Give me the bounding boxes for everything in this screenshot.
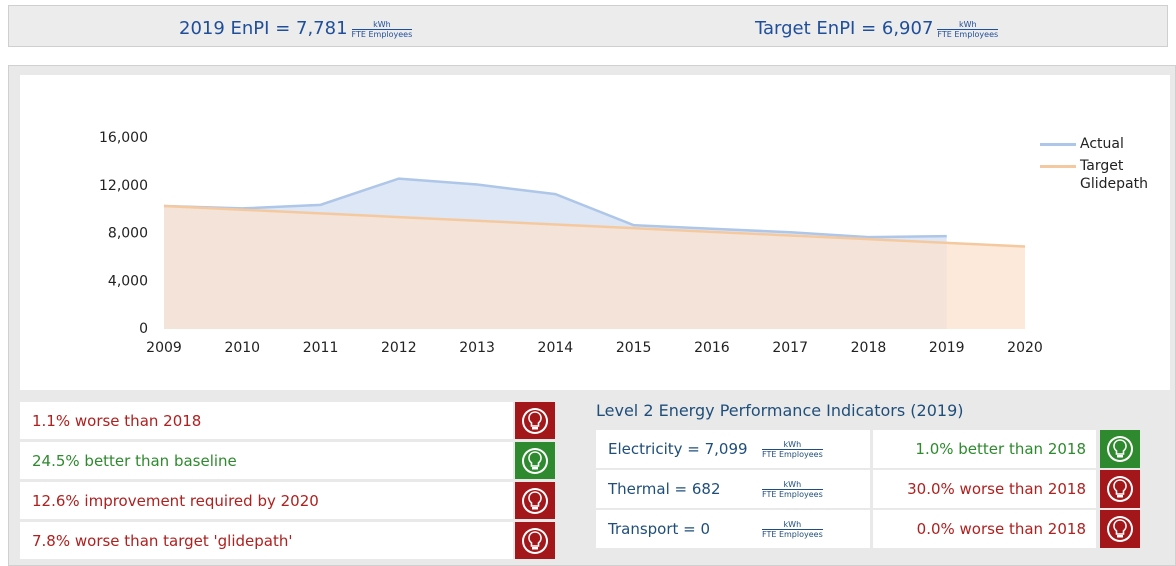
legend-entry: Target Glidepath [1040, 157, 1165, 193]
x-tick-label: 2012 [381, 340, 417, 356]
x-tick-label: 2015 [616, 340, 652, 356]
unit: kWh FTE Employees [762, 520, 823, 539]
kpi-icon [1100, 510, 1140, 548]
bulb-icon [522, 527, 548, 554]
bulb [1113, 479, 1127, 495]
bulb-base [532, 426, 538, 429]
bulb [528, 410, 542, 427]
bulb [1113, 439, 1127, 455]
unit-num: kWh [783, 439, 802, 449]
y-tick-label: 0 [139, 321, 148, 337]
x-tick-label: 2016 [694, 340, 730, 356]
chart: 0 4,000 8,000 12,000 16,000 2009 2010 2011 2012 2… [99, 130, 1043, 356]
unit-den: FTE Employees [351, 28, 413, 39]
unit-den: FTE Employees [937, 28, 999, 39]
kpi-icon [1100, 430, 1140, 468]
line [163, 177, 947, 239]
bulb-base [532, 506, 538, 509]
bulb-icon [1107, 516, 1133, 542]
unit: kWh FTE Employees [762, 480, 823, 499]
level2-title: Level 2 Energy Performance Indicators (2… [596, 401, 964, 420]
kpi-cell: Electricity = 7,099 kWh FTE Employees [596, 430, 870, 468]
indicator-row: 7.8% worse than target 'glidepath' [20, 522, 513, 559]
x-tick-label: 2013 [459, 340, 495, 356]
indicator-row: 1.1% worse than 2018 [20, 402, 513, 439]
legend-swatch [1040, 165, 1076, 168]
bulb-base [1117, 495, 1123, 498]
unit-den: FTE Employees [762, 488, 823, 499]
bulb-base [532, 466, 538, 469]
kpi-icon [1100, 470, 1140, 508]
bulb-base [1117, 535, 1123, 538]
y-tick-label: 4,000 [108, 273, 148, 289]
unit-den: FTE Employees [762, 528, 823, 539]
unit-num: kWh [783, 519, 802, 529]
legend: Actual Target Glidepath [1040, 135, 1165, 197]
kpi-cell: Thermal = 682 kWh FTE Employees [596, 470, 870, 508]
kpi-comparison: 30.0% worse than 2018 [873, 470, 1096, 508]
y-tick-label: 8,000 [108, 226, 148, 242]
enpi-target: Target EnPI = 6,907 kWh FTE Employees [755, 18, 999, 39]
x-tick-label: 2009 [146, 340, 182, 356]
indicator-row: 12.6% improvement required by 2020 [20, 482, 513, 519]
indicator-icon [515, 442, 555, 479]
bulb-icon [522, 407, 548, 434]
x-tick-label: 2010 [224, 340, 260, 356]
kpi-comparison: 0.0% worse than 2018 [873, 510, 1096, 548]
line [163, 204, 1026, 248]
legend-swatch [1040, 143, 1076, 146]
legend-label: Actual [1080, 136, 1124, 152]
unit-num: kWh [373, 19, 391, 29]
x-tick-label: 2017 [772, 340, 808, 356]
x-tick-label: 2014 [538, 340, 574, 356]
x-tick-label: 2019 [929, 340, 965, 356]
legend-entry: Actual [1040, 135, 1165, 153]
kpi-label: Transport = 0 [608, 520, 711, 538]
kpi-comparison: 1.0% better than 2018 [873, 430, 1096, 468]
chart-panel: 0 4,000 8,000 12,000 16,000 2009 2010 2011 2012 2… [20, 75, 1170, 390]
bulb [528, 450, 542, 467]
x-tick-label: 2018 [851, 340, 887, 356]
header-bar: 2019 EnPI = 7,781 kWh FTE Employees Target… [8, 5, 1168, 47]
bulb-icon [522, 447, 548, 474]
indicator-row: 24.5% better than baseline [20, 442, 513, 479]
indicator-icon [515, 482, 555, 519]
bulb-base [532, 546, 538, 549]
unit: kWh FTE Employees [937, 19, 999, 39]
enpi-text: Target EnPI = 6,907 [755, 18, 934, 39]
enpi-current: 2019 EnPI = 7,781 kWh FTE Employees [179, 18, 413, 39]
bulb-icon [1107, 436, 1133, 462]
bulb-base [1117, 455, 1123, 458]
indicator-icon [515, 522, 555, 559]
unit-num: kWh [783, 479, 802, 489]
indicator-icon [515, 402, 555, 439]
kpi-label: Thermal = 682 [608, 480, 721, 498]
bulb-icon [1107, 476, 1133, 502]
kpi-label: Electricity = 7,099 [608, 440, 748, 458]
enpi-text: 2019 EnPI = 7,781 [179, 18, 348, 39]
bulb [528, 530, 542, 547]
bulb-icon [522, 487, 548, 514]
legend-label: Target Glidepath [1080, 158, 1148, 192]
y-tick-label: 12,000 [99, 178, 148, 194]
kpi-cell: Transport = 0 kWh FTE Employees [596, 510, 870, 548]
unit-num: kWh [958, 19, 977, 29]
x-tick-label: 2020 [1007, 340, 1043, 356]
unit: kWh FTE Employees [762, 440, 823, 459]
x-tick-label: 2011 [303, 340, 339, 356]
bulb [528, 490, 542, 507]
y-tick-label: 16,000 [99, 130, 148, 146]
unit-den: FTE Employees [762, 448, 823, 459]
unit: kWh FTE Employees [351, 19, 413, 39]
bulb [1113, 519, 1127, 535]
